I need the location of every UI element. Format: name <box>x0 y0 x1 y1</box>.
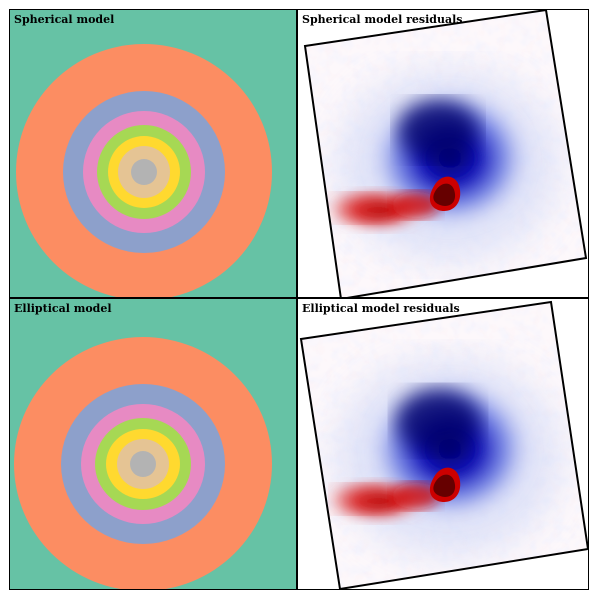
spherical-model-panel: Spherical model <box>9 9 297 298</box>
panel-title-elliptical-model: Elliptical model <box>14 302 112 315</box>
spherical-residuals-map <box>303 10 588 297</box>
ring-7 <box>130 451 156 477</box>
panel-title-spherical-model: Spherical model <box>14 13 115 26</box>
spherical-residuals-panel: Spherical model residuals <box>297 9 589 298</box>
panel-title-elliptical-residuals: Elliptical model residuals <box>302 302 460 315</box>
residual-frame <box>303 10 588 297</box>
elliptical-residuals-panel: Elliptical model residuals <box>297 298 589 590</box>
elliptical-residuals-map <box>299 300 588 589</box>
ring-7 <box>131 159 157 185</box>
residual-image <box>301 302 588 589</box>
elliptical-model-rings <box>10 299 296 589</box>
residual-image <box>305 10 586 297</box>
spherical-model-rings <box>10 10 296 297</box>
residual-frame <box>299 300 588 589</box>
panel-title-spherical-residuals: Spherical model residuals <box>302 13 463 26</box>
elliptical-model-panel: Elliptical model <box>9 298 297 590</box>
